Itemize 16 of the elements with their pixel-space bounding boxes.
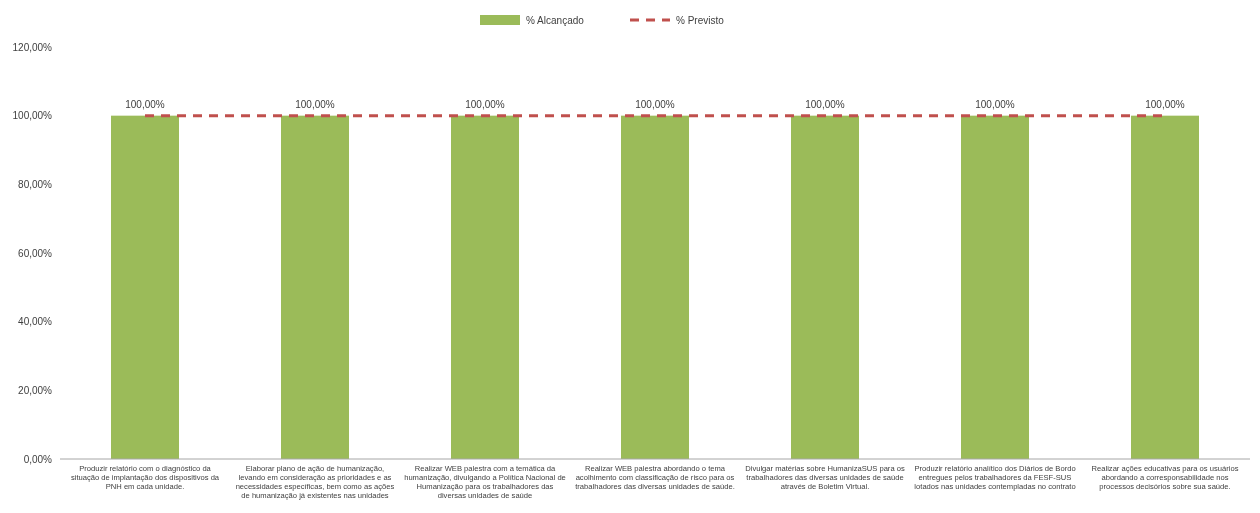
legend-label: % Previsto [676, 14, 725, 26]
legend-label: % Alcançado [526, 14, 585, 26]
y-tick-label: 100,00% [12, 110, 53, 122]
data-label: 100,00% [635, 98, 675, 110]
data-label: 100,00% [975, 98, 1015, 110]
data-label: 100,00% [1145, 98, 1185, 110]
y-tick-label: 120,00% [12, 41, 53, 53]
data-label: 100,00% [805, 98, 845, 110]
data-label: 100,00% [125, 98, 165, 110]
data-label: 100,00% [295, 98, 335, 110]
y-tick-label: 40,00% [18, 316, 53, 328]
y-tick-label: 20,00% [18, 384, 53, 396]
y-tick-label: 80,00% [18, 178, 53, 190]
y-tick-label: 60,00% [18, 247, 53, 259]
data-label: 100,00% [465, 98, 505, 110]
y-tick-label: 0,00% [23, 453, 53, 465]
